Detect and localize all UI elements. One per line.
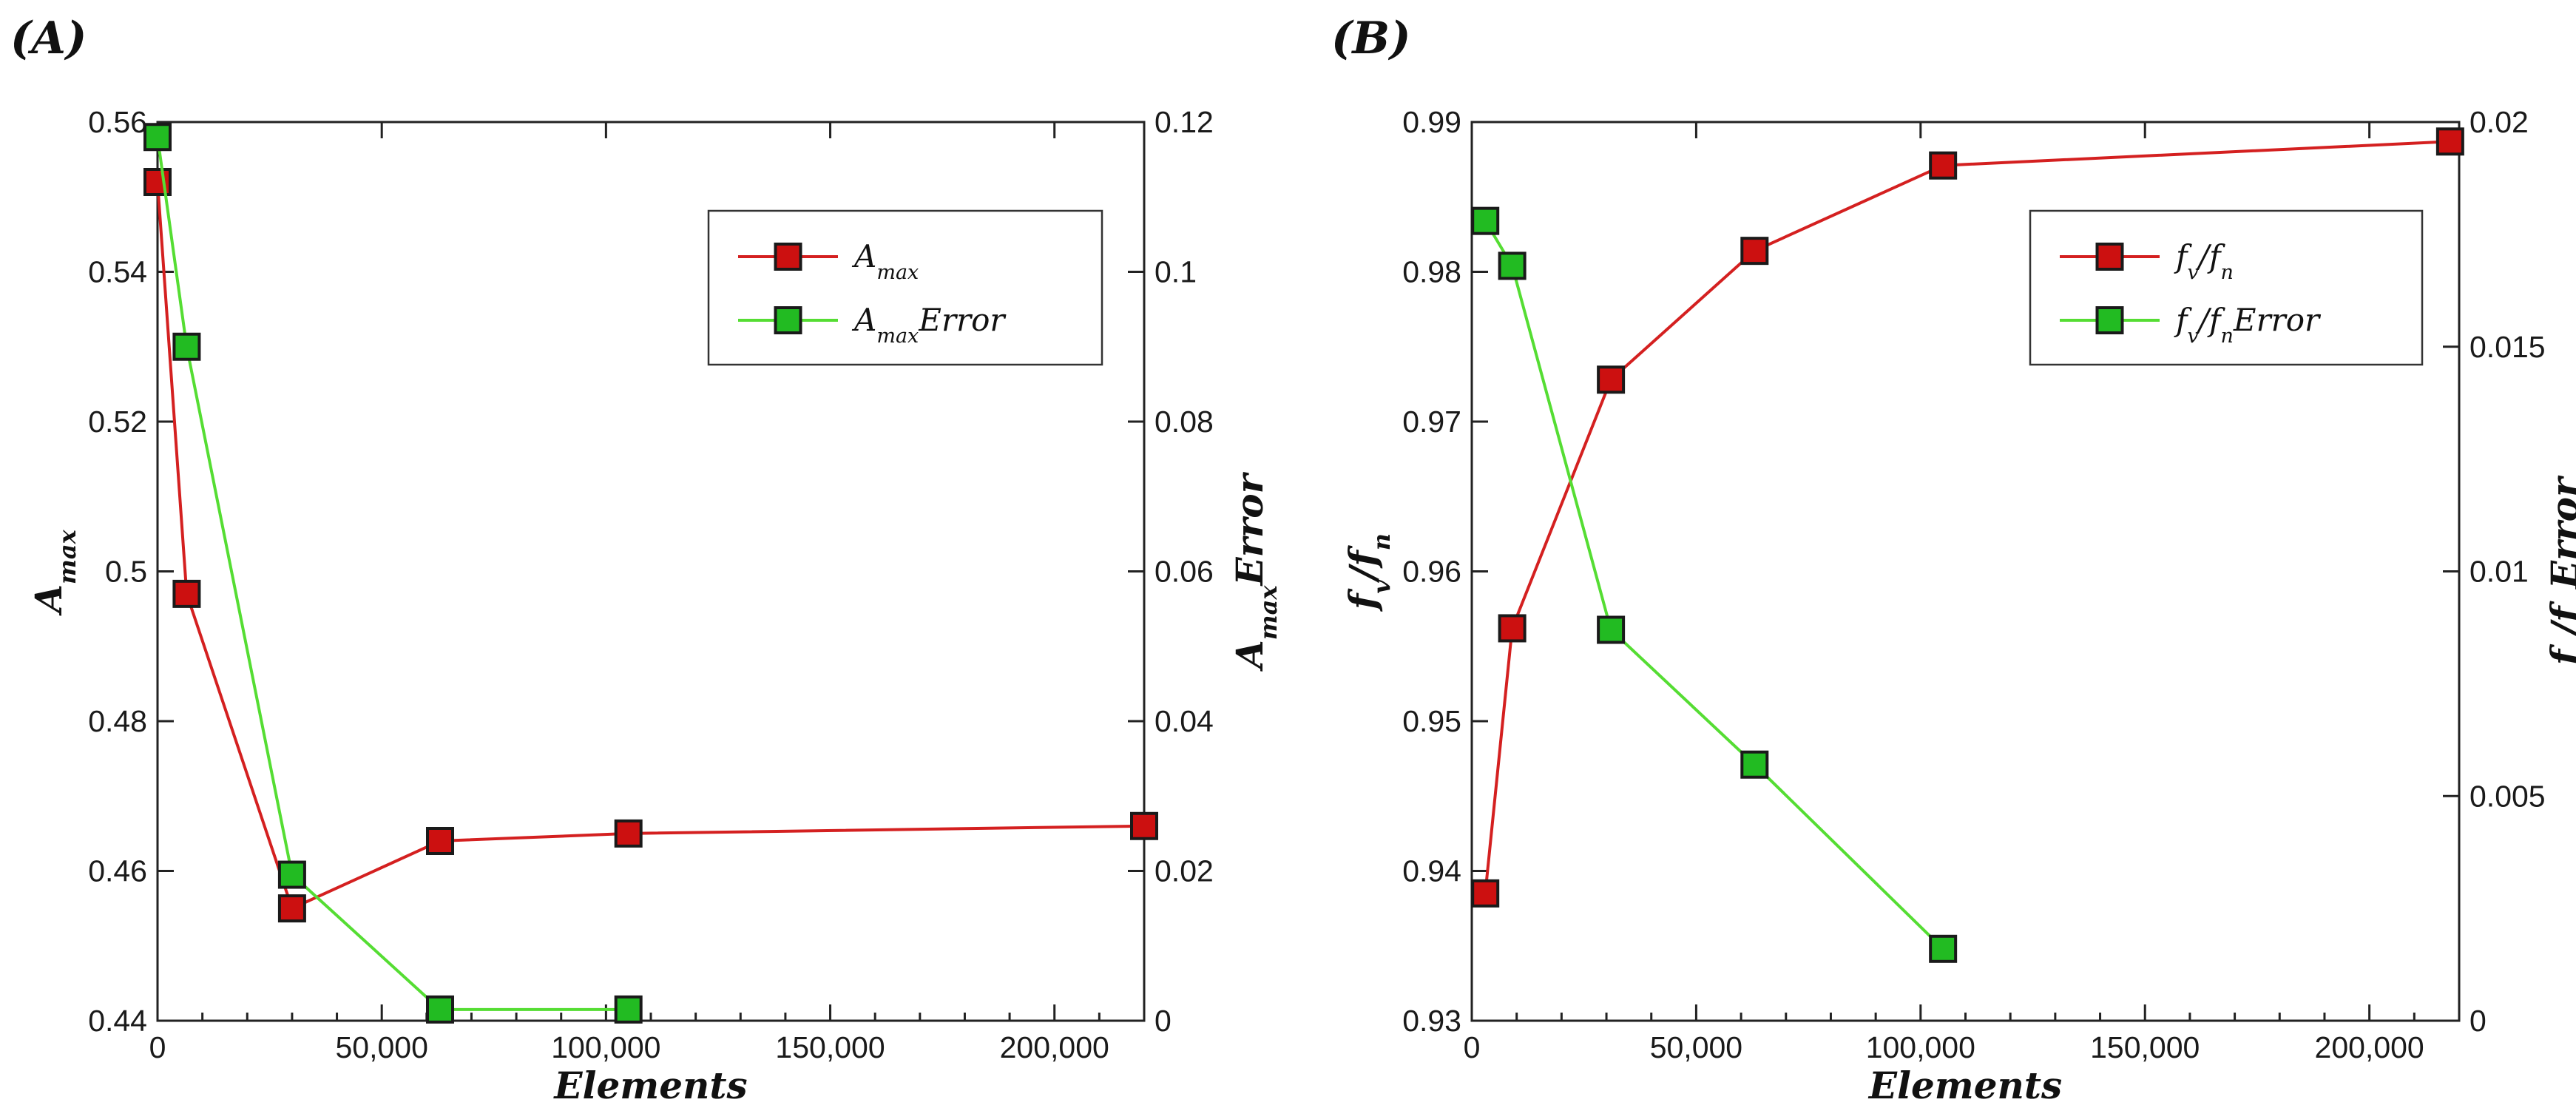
y-left-tick-label: 0.46: [88, 854, 147, 888]
x-tick-label: 200,000: [2315, 1030, 2424, 1064]
y-left-tick-label: 0.98: [1402, 255, 1461, 289]
x-tick-label: 0: [149, 1030, 166, 1064]
y-left-tick-label: 0.48: [88, 704, 147, 738]
data-point-main: [1471, 879, 1500, 908]
data-point-main: [172, 579, 201, 608]
y-left-tick-label: 0.56: [88, 105, 147, 139]
series-line-error: [156, 136, 629, 1011]
x-axis-title: Elements: [1867, 1064, 2062, 1107]
x-tick-label: 100,000: [1866, 1030, 1975, 1064]
legend-box: [2029, 209, 2424, 366]
legend-entry-label: Amax: [851, 238, 919, 284]
legend-marker: [774, 243, 802, 271]
y-left-tick-label: 0.52: [88, 405, 147, 439]
x-tick-label: 150,000: [775, 1030, 885, 1064]
y-left-tick-label: 0.54: [88, 255, 147, 289]
series-line-main: [156, 181, 1145, 911]
y-left-tick-label: 0.5: [105, 555, 147, 589]
y-left-tick-label: 0.99: [1402, 105, 1461, 139]
y-right-tick-label: 0.12: [1155, 105, 1214, 139]
data-point-error: [1740, 750, 1769, 779]
y-right-tick-label: 0: [2469, 1004, 2487, 1038]
y-right-tick-label: 0.08: [1155, 405, 1214, 439]
panel-label: (B): [1331, 13, 1411, 64]
data-point-error: [143, 123, 172, 152]
data-point-main: [1498, 614, 1527, 643]
legend-box: [707, 209, 1103, 366]
series-line-main: [1484, 140, 2450, 894]
y-left-tick-label: 0.94: [1402, 854, 1461, 888]
panel-b: (B) 0 50,000 100,000 150,000 200,000 0.93 0.94 0…: [1331, 13, 2576, 1107]
y-right-tick-label: 0.1: [1155, 255, 1197, 289]
x-tick-label: 0: [1464, 1030, 1481, 1064]
y-right-tick-label: 0.015: [2469, 330, 2546, 364]
data-point-error: [172, 332, 201, 361]
data-point-main: [1130, 811, 1158, 840]
data-point-main: [614, 819, 643, 848]
data-point-error: [614, 995, 643, 1024]
x-tick-label: 50,000: [1650, 1030, 1742, 1064]
legend-entry-label: fv/fn: [2174, 238, 2234, 284]
series-line-error: [1484, 220, 1944, 950]
data-point-error: [1929, 934, 1958, 963]
y-left-tick-label: 0.44: [88, 1004, 147, 1038]
data-point-error: [1597, 615, 1626, 644]
legend-marker: [2095, 306, 2124, 334]
x-tick-label: 50,000: [335, 1030, 427, 1064]
data-point-main: [426, 827, 455, 855]
y-right-axis-title: AmaxError: [1228, 471, 1282, 672]
panel-a: (A) 0 50,000 100,000 150,000 200,000 0.44 0.46 0…: [10, 13, 1282, 1107]
y-right-tick-label: 0: [1155, 1004, 1172, 1038]
y-right-tick-label: 0.01: [2469, 555, 2529, 589]
data-point-error: [1498, 251, 1527, 280]
legend-marker: [2095, 243, 2124, 271]
y-right-axis-title: fv/fnError: [2543, 475, 2576, 667]
data-point-main: [1740, 237, 1769, 266]
y-right-tick-label: 0.005: [2469, 779, 2546, 813]
y-right-tick-label: 0.02: [1155, 854, 1214, 888]
data-point-main: [1929, 151, 1958, 180]
x-tick-label: 100,000: [551, 1030, 660, 1064]
data-point-error: [1471, 206, 1500, 235]
y-left-axis-title: Amax: [27, 529, 81, 615]
x-axis-title: Elements: [552, 1064, 747, 1107]
y-left-tick-label: 0.97: [1402, 405, 1461, 439]
y-right-tick-label: 0.06: [1155, 555, 1214, 589]
x-tick-label: 200,000: [1000, 1030, 1109, 1064]
legend-entry-label: fv/fnError: [2174, 302, 2322, 348]
y-left-axis-title: fv/fn: [1341, 533, 1396, 612]
data-point-main: [1597, 365, 1626, 394]
data-point-main: [277, 894, 306, 923]
data-point-error: [277, 860, 306, 889]
data-point-error: [426, 995, 455, 1024]
y-right-tick-label: 0.04: [1155, 704, 1214, 738]
data-point-main: [2435, 127, 2464, 156]
y-left-tick-label: 0.93: [1402, 1004, 1461, 1038]
legend-entry-label: AmaxError: [851, 302, 1007, 348]
y-left-tick-label: 0.96: [1402, 555, 1461, 589]
y-right-tick-label: 0.02: [2469, 105, 2529, 139]
panel-label: (A): [10, 13, 87, 64]
legend-marker: [774, 306, 802, 334]
data-point-main: [143, 168, 172, 196]
y-left-tick-label: 0.95: [1402, 704, 1461, 738]
x-tick-label: 150,000: [2090, 1030, 2200, 1064]
